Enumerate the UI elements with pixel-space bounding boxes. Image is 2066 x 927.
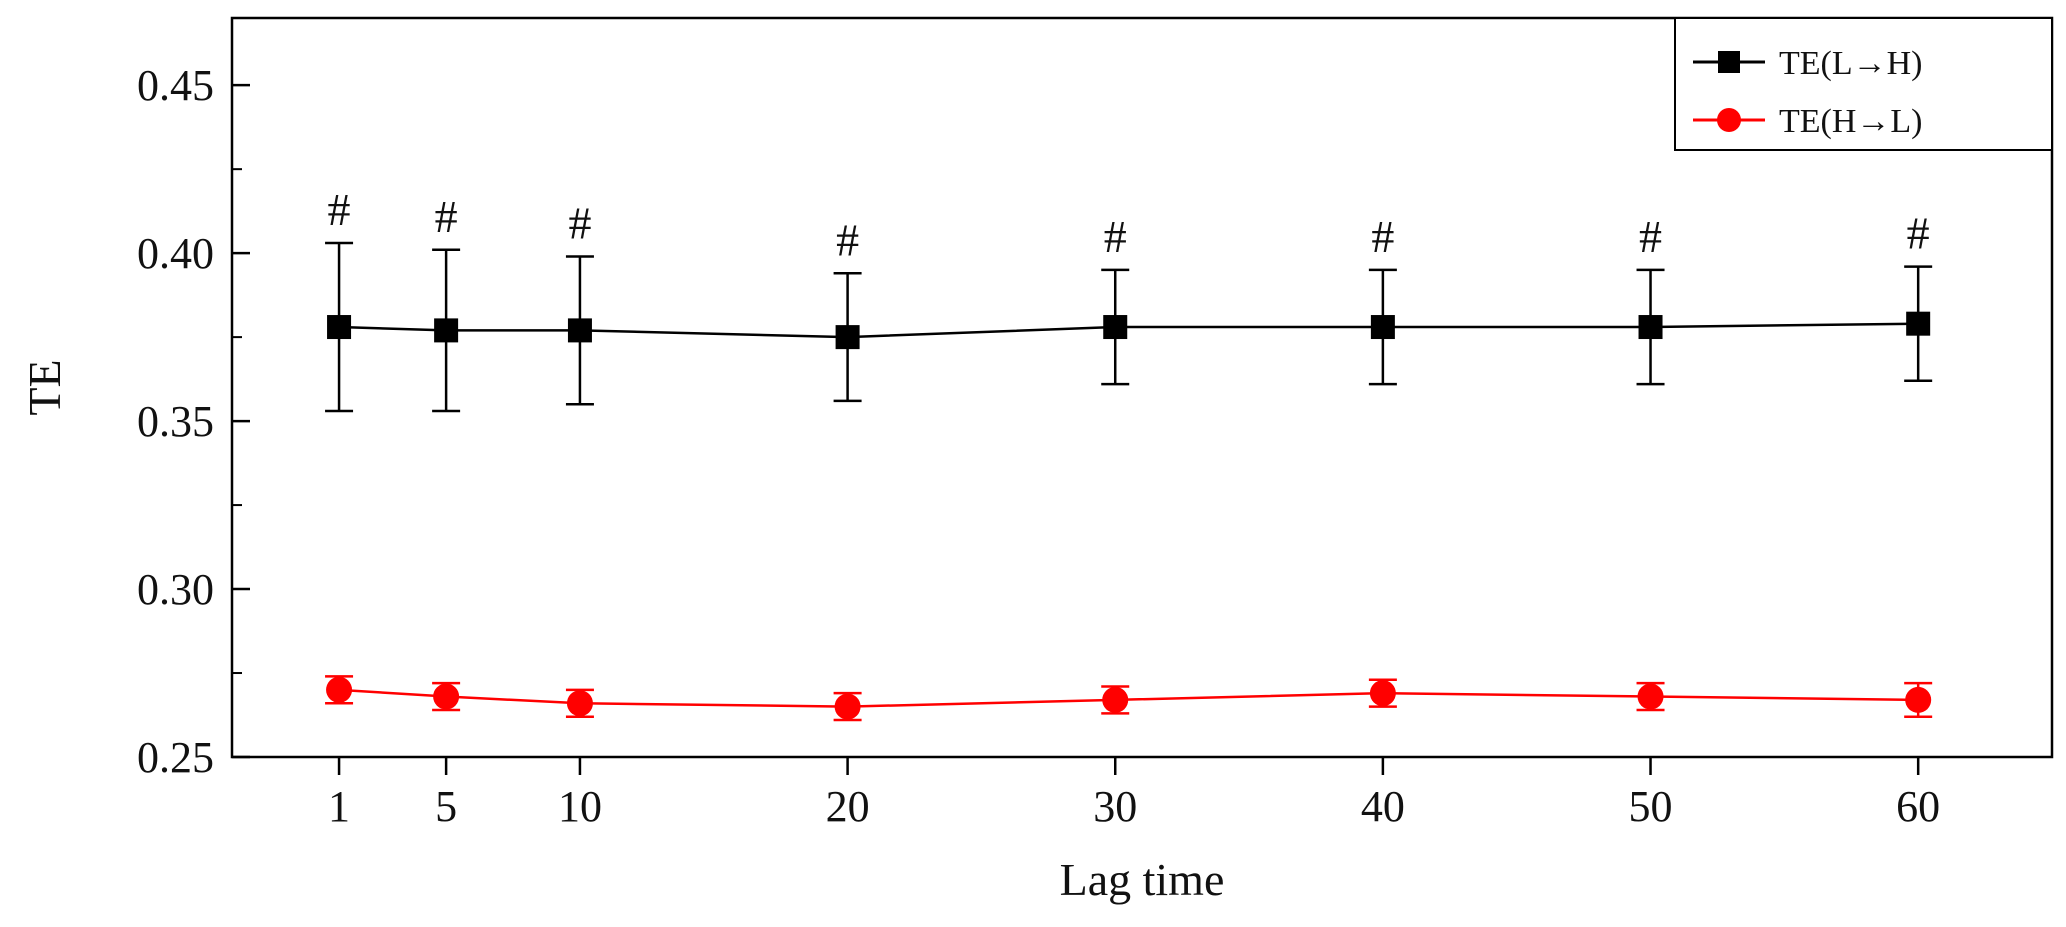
series-h-to-l <box>325 675 1933 722</box>
data-point <box>567 318 592 343</box>
significance-mark: # <box>1371 211 1394 262</box>
data-point <box>1369 680 1396 707</box>
legend-label: TE(L→H) <box>1779 45 1923 82</box>
y-tick-label: 0.35 <box>137 397 214 446</box>
significance-mark: # <box>1907 208 1930 259</box>
y-tick-label: 0.30 <box>137 565 214 614</box>
x-tick-label: 10 <box>558 782 602 831</box>
x-tick-label: 40 <box>1361 782 1405 831</box>
x-tick-label: 60 <box>1896 782 1940 831</box>
legend-entry: TE(H→L) <box>1693 103 1923 140</box>
axes: 0.25 0.30 0.35 0.40 0.45 1 5 10 20 30 40 50 60 Lag ti… <box>19 16 2054 905</box>
x-tick-label: 30 <box>1093 782 1137 831</box>
significance-mark: # <box>328 184 351 235</box>
significance-mark: # <box>1104 211 1127 262</box>
x-tick-label: 50 <box>1629 782 1673 831</box>
data-point <box>1638 315 1663 340</box>
plot-frame <box>230 16 2054 759</box>
x-tick-label: 5 <box>435 782 457 831</box>
legend-entry: TE(L→H) <box>1693 45 1923 82</box>
legend: TE(L→H) TE(H→L) <box>1674 17 2053 151</box>
series-line <box>338 688 1919 708</box>
y-tick-label: 0.40 <box>137 229 214 278</box>
significance-mark: # <box>568 197 591 248</box>
data-point <box>1103 315 1128 340</box>
legend-marker <box>1717 108 1741 132</box>
data-point <box>434 318 459 343</box>
data-point <box>433 683 460 710</box>
significance-mark: # <box>836 214 859 265</box>
legend-marker <box>1718 51 1740 73</box>
significance-mark: # <box>435 191 458 242</box>
data-point <box>326 676 353 703</box>
series-line <box>339 322 1919 339</box>
data-point <box>834 693 861 720</box>
y-axis-label: TE <box>19 359 70 415</box>
series-l-to-h: # # # # # # # # <box>325 184 1933 413</box>
x-tick-label: 20 <box>826 782 870 831</box>
data-point <box>1370 315 1395 340</box>
plot-area: # # # # # # # # <box>325 184 1933 722</box>
data-point <box>835 325 860 350</box>
data-point <box>1102 686 1129 713</box>
legend-label: TE(H→L) <box>1779 103 1923 140</box>
x-tick-label: 1 <box>328 782 350 831</box>
significance-mark: # <box>1639 211 1662 262</box>
data-point <box>1637 683 1664 710</box>
data-point <box>1906 311 1931 336</box>
y-tick-label: 0.25 <box>137 733 214 782</box>
x-axis-label: Lag time <box>1060 854 1225 905</box>
data-point <box>566 690 593 717</box>
y-tick-label: 0.45 <box>137 61 214 110</box>
data-point <box>1905 686 1932 713</box>
data-point <box>327 315 352 340</box>
